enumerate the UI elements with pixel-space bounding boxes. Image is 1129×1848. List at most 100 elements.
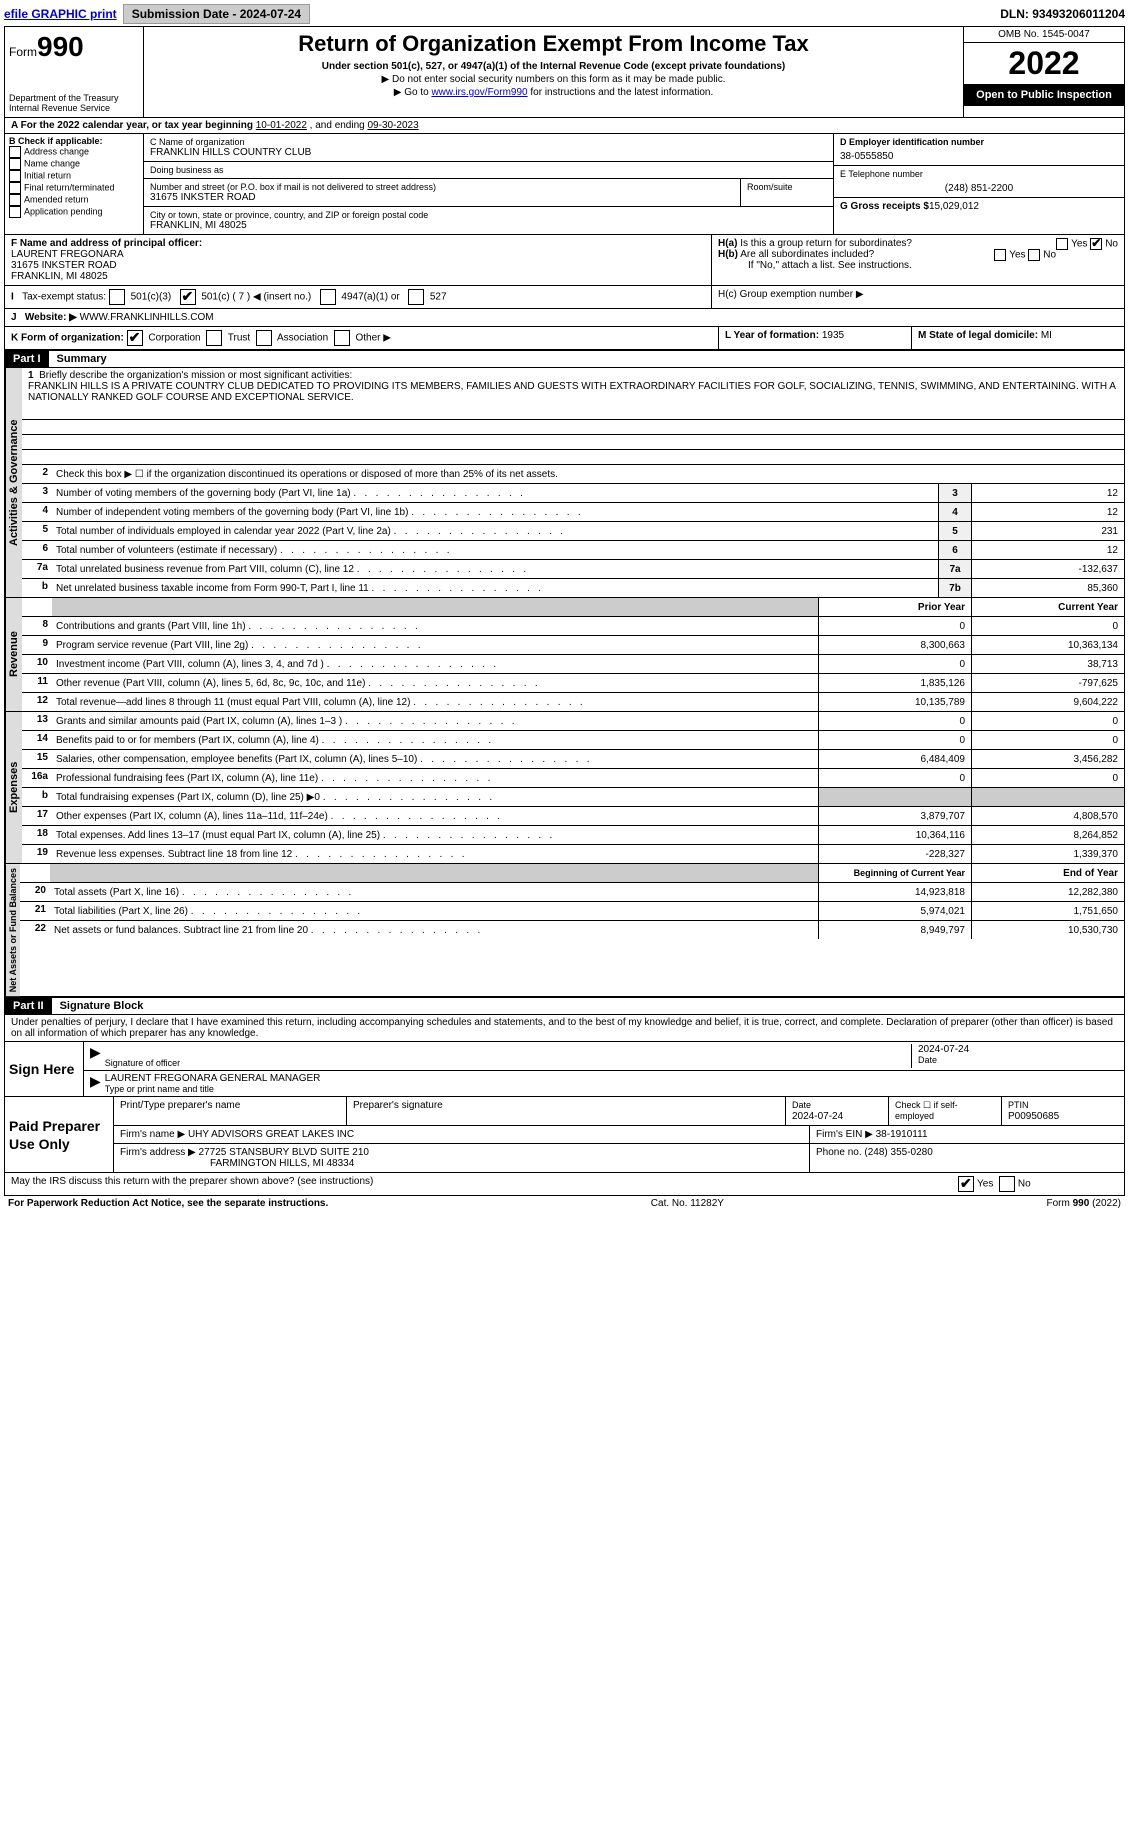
section-b-c-d: B Check if applicable: Address change Na…: [5, 134, 1124, 235]
cb-discuss-yes[interactable]: [958, 1176, 974, 1192]
ptin: P00950685: [1008, 1111, 1059, 1122]
cb-final-return[interactable]: [9, 182, 21, 194]
gov-line: bNet unrelated business taxable income f…: [22, 579, 1124, 597]
gov-line: 7aTotal unrelated business revenue from …: [22, 560, 1124, 579]
gross-receipts: 15,029,012: [929, 201, 979, 212]
subtitle-3: ▶ Go to www.irs.gov/Form990 for instruct…: [148, 87, 959, 98]
net-assets-block: Net Assets or Fund Balances Beginning of…: [5, 864, 1124, 997]
officer-print-name: LAURENT FREGONARA GENERAL MANAGER: [105, 1073, 1118, 1084]
governance-block: Activities & Governance 1 Briefly descri…: [5, 368, 1124, 598]
form-number: Form990: [9, 31, 139, 63]
data-line: 17Other expenses (Part IX, column (A), l…: [22, 807, 1124, 826]
dept-label: Department of the Treasury Internal Reve…: [9, 93, 139, 113]
gov-line: 3Number of voting members of the governi…: [22, 484, 1124, 503]
data-line: 14Benefits paid to or for members (Part …: [22, 731, 1124, 750]
gov-line: 4Number of independent voting members of…: [22, 503, 1124, 522]
form-header: Form990 Department of the Treasury Inter…: [5, 27, 1124, 118]
col-c-org-info: C Name of organization FRANKLIN HILLS CO…: [144, 134, 833, 234]
data-line: 12Total revenue—add lines 8 through 11 (…: [22, 693, 1124, 711]
data-line: 15Salaries, other compensation, employee…: [22, 750, 1124, 769]
data-line: bTotal fundraising expenses (Part IX, co…: [22, 788, 1124, 807]
submission-date-btn[interactable]: Submission Date - 2024-07-24: [123, 4, 310, 24]
row-i-hc: I Tax-exempt status: 501(c)(3) 501(c) ( …: [5, 286, 1124, 309]
gov-line: 2Check this box ▶ ☐ if the organization …: [22, 465, 1124, 484]
cb-assoc[interactable]: [256, 330, 272, 346]
prep-date: 2024-07-24: [792, 1111, 843, 1122]
tab-revenue: Revenue: [5, 598, 22, 711]
row-f-h: F Name and address of principal officer:…: [5, 235, 1124, 286]
firm-addr: 27725 STANSBURY BLVD SUITE 210: [199, 1147, 369, 1158]
cb-hb-no[interactable]: [1028, 249, 1040, 261]
cb-amended[interactable]: [9, 194, 21, 206]
firm-ein: 38-1910111: [876, 1129, 928, 1140]
part-2-header: Part IISignature Block: [5, 997, 1124, 1015]
cb-self-employed[interactable]: Check ☐ if self-employed: [889, 1097, 1002, 1125]
cb-initial-return[interactable]: [9, 170, 21, 182]
gov-line: 6Total number of volunteers (estimate if…: [22, 541, 1124, 560]
city-state-zip: FRANKLIN, MI 48025: [150, 220, 827, 231]
tab-governance: Activities & Governance: [5, 368, 22, 597]
paid-preparer-label: Paid Preparer Use Only: [5, 1097, 114, 1172]
state-domicile: MI: [1041, 330, 1052, 341]
sign-date: 2024-07-24: [918, 1044, 1118, 1055]
row-k-l-m: K Form of organization: Corporation Trus…: [5, 327, 1124, 350]
cb-other[interactable]: [334, 330, 350, 346]
top-bar: efile GRAPHIC print Submission Date - 20…: [4, 4, 1125, 24]
cb-address-change[interactable]: [9, 146, 21, 158]
row-j: J Website: ▶ WWW.FRANKLINHILLS.COM: [5, 309, 1124, 327]
website: WWW.FRANKLINHILLS.COM: [80, 312, 214, 323]
mission-text: FRANKLIN HILLS IS A PRIVATE COUNTRY CLUB…: [28, 381, 1115, 403]
cb-hb-yes[interactable]: [994, 249, 1006, 261]
page-footer: For Paperwork Reduction Act Notice, see …: [4, 1196, 1125, 1211]
firm-phone: (248) 355-0280: [864, 1147, 932, 1158]
perjury-text: Under penalties of perjury, I declare th…: [5, 1015, 1124, 1042]
row-a-tax-year: A For the 2022 calendar year, or tax yea…: [5, 118, 1124, 134]
cb-app-pending[interactable]: [9, 206, 21, 218]
cb-name-change[interactable]: [9, 158, 21, 170]
gov-line: 5Total number of individuals employed in…: [22, 522, 1124, 541]
firm-name: UHY ADVISORS GREAT LAKES INC: [188, 1129, 354, 1140]
officer-name: LAURENT FREGONARA: [11, 249, 124, 260]
sign-here-label: Sign Here: [5, 1042, 84, 1096]
year-formation: 1935: [822, 330, 844, 341]
ein: 38-0555850: [840, 151, 1118, 162]
h-b: H(b) Are all subordinates included? Yes …: [718, 249, 1118, 260]
expenses-block: Expenses 13Grants and similar amounts pa…: [5, 712, 1124, 864]
h-c: H(c) Group exemption number ▶: [712, 286, 1124, 308]
data-line: 13Grants and similar amounts paid (Part …: [22, 712, 1124, 731]
col-d-ein-phone: D Employer identification number 38-0555…: [833, 134, 1124, 234]
cb-trust[interactable]: [206, 330, 222, 346]
form-container: Form990 Department of the Treasury Inter…: [4, 26, 1125, 1196]
cb-527[interactable]: [408, 289, 424, 305]
data-line: 16aProfessional fundraising fees (Part I…: [22, 769, 1124, 788]
open-public-badge: Open to Public Inspection: [964, 85, 1124, 106]
tab-net-assets: Net Assets or Fund Balances: [5, 864, 20, 996]
data-line: 18Total expenses. Add lines 13–17 (must …: [22, 826, 1124, 845]
cb-501c3[interactable]: [109, 289, 125, 305]
data-line: 20Total assets (Part X, line 16)14,923,8…: [20, 883, 1124, 902]
cb-ha-no[interactable]: [1090, 238, 1102, 250]
cb-501c[interactable]: [180, 289, 196, 305]
data-line: 22Net assets or fund balances. Subtract …: [20, 921, 1124, 939]
subtitle-2: ▶ Do not enter social security numbers o…: [148, 74, 959, 85]
efile-link[interactable]: efile GRAPHIC print: [4, 7, 117, 21]
data-line: 9Program service revenue (Part VIII, lin…: [22, 636, 1124, 655]
data-line: 8Contributions and grants (Part VIII, li…: [22, 617, 1124, 636]
cb-ha-yes[interactable]: [1056, 238, 1068, 250]
data-line: 10Investment income (Part VIII, column (…: [22, 655, 1124, 674]
phone: (248) 851-2200: [840, 183, 1118, 194]
data-line: 19Revenue less expenses. Subtract line 1…: [22, 845, 1124, 863]
omb-number: OMB No. 1545-0047: [964, 27, 1124, 43]
irs-link[interactable]: www.irs.gov/Form990: [431, 87, 527, 98]
street: 31675 INKSTER ROAD: [150, 192, 734, 203]
data-line: 11Other revenue (Part VIII, column (A), …: [22, 674, 1124, 693]
cb-discuss-no[interactable]: [999, 1176, 1015, 1192]
sign-here-block: Sign Here ▶ Signature of officer 2024-07…: [5, 1042, 1124, 1097]
cb-4947[interactable]: [320, 289, 336, 305]
data-line: 21Total liabilities (Part X, line 26)5,9…: [20, 902, 1124, 921]
form-title: Return of Organization Exempt From Incom…: [148, 31, 959, 57]
tax-year: 2022: [964, 43, 1124, 85]
revenue-block: Revenue Prior Year Current Year 8Contrib…: [5, 598, 1124, 712]
h-a: H(a) Is this a group return for subordin…: [718, 238, 1118, 249]
cb-corp[interactable]: [127, 330, 143, 346]
